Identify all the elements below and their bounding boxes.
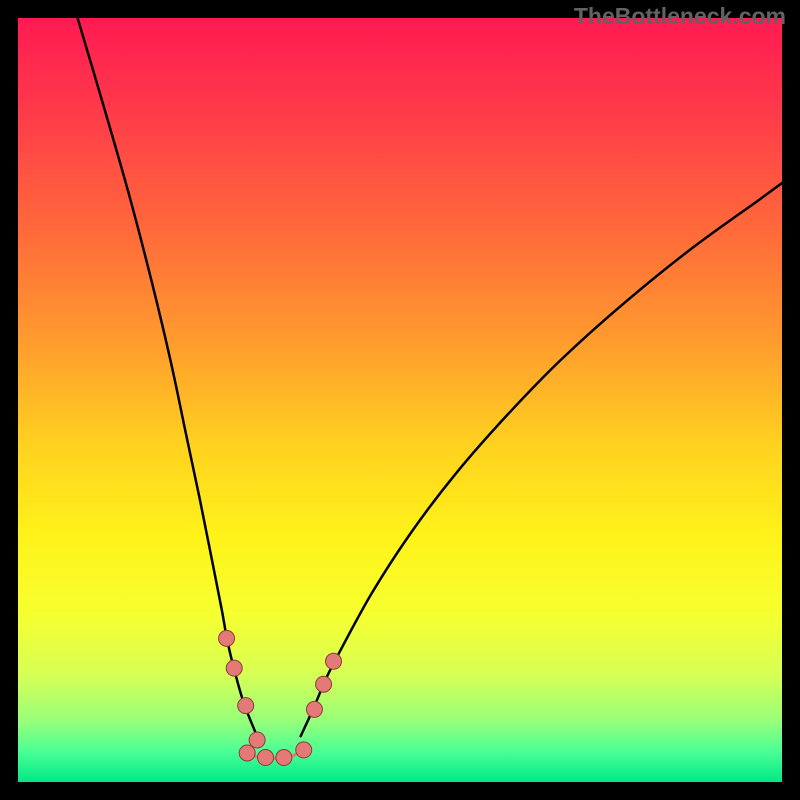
data-point <box>316 676 332 692</box>
data-point <box>219 630 235 646</box>
data-point <box>296 742 312 758</box>
right-curve <box>301 183 782 736</box>
data-point <box>306 701 322 717</box>
plot-area <box>18 18 782 782</box>
watermark-text: TheBottleneck.com <box>574 3 786 30</box>
data-point <box>276 750 292 766</box>
data-point <box>226 660 242 676</box>
left-curve <box>78 18 257 735</box>
chart-svg <box>18 18 782 782</box>
data-point <box>258 750 274 766</box>
data-point <box>326 653 342 669</box>
data-point <box>249 732 265 748</box>
data-point <box>239 745 255 761</box>
data-point <box>238 698 254 714</box>
